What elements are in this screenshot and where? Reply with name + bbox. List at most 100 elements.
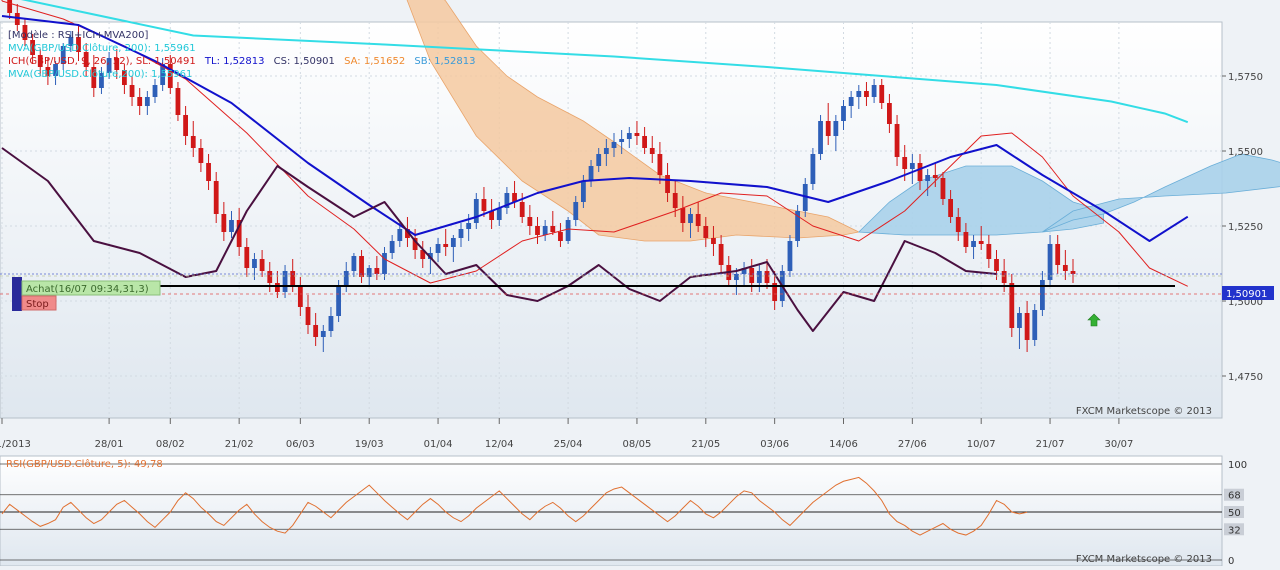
x-tick-label: 21/05 [691,439,720,450]
candle-body [214,181,219,214]
x-tick-label: 06/03 [286,439,315,450]
candle-body [1017,313,1022,328]
candle-body [979,241,984,244]
candle-body [130,85,135,97]
candle-body [1009,283,1014,328]
buy-tag-label: Achat(16/07 09:34,31,3) [26,284,149,295]
candle-body [1055,244,1060,265]
candle-body [627,133,632,139]
candle[interactable] [795,205,800,247]
candle-body [887,103,892,124]
candle-body [964,232,969,247]
candle-body [680,208,685,223]
candle-body [145,97,150,106]
trade-marker-bar [12,277,22,311]
candle-body [719,244,724,265]
x-tick-label: 10/07 [967,439,996,450]
candle-body [520,202,525,217]
x-tick-label: 19/03 [355,439,384,450]
candle-body [352,256,357,271]
candle-body [1040,280,1045,310]
stop-tag-label: Stop [26,299,49,310]
candle-body [558,232,563,241]
candle-body [176,88,181,115]
legend-ich-sa: SA: 1,51652 [344,56,405,67]
legend-ich-prefix: ICH(GBP/USD, 9, 26, 52), SL: 1,50491 [8,56,196,67]
candle-body [765,271,770,283]
y-tick-label: 1,5250 [1228,222,1263,233]
legend-model: [Modèle : RSI+ICI+MVA200] [8,29,148,41]
candle-body [696,214,701,226]
candle-body [527,217,532,226]
x-tick-label: 08/02 [156,439,185,450]
candle-body [573,202,578,220]
candle-body [749,268,754,283]
candle-body [650,148,655,154]
rsi-tick-label: 68 [1228,491,1241,502]
candle-body [635,133,640,136]
candle-body [451,238,456,247]
rsi-tick-label: 0 [1228,556,1234,566]
x-tick-label: 21/07 [1036,439,1065,450]
x-tick-label: 28/01 [95,439,124,450]
candle[interactable] [811,148,816,190]
candle-body [221,214,226,232]
x-tick-label: 08/01/2013 [0,439,31,450]
candle-body [206,163,211,181]
candle[interactable] [566,217,571,244]
candle[interactable] [1009,274,1014,337]
candle-body [711,238,716,244]
rsi-tick-label: 50 [1228,508,1241,519]
x-tick-label: 21/02 [225,439,254,450]
candle-body [7,0,12,13]
current-price-label: 1,50901 [1226,289,1267,300]
x-tick-label: 25/04 [554,439,583,450]
candle-body [566,220,571,241]
x-tick-label: 27/06 [898,439,927,450]
candle-body [1002,271,1007,283]
candle-body [306,307,311,325]
candle-body [902,157,907,169]
rsi-title: RSI(GBP/USD.Clôture, 5): 49,78 [6,458,163,470]
legend-mva-2: MVA(GBP/USD.Clôture,200): 1,55961 [8,68,192,80]
candle-body [910,163,915,169]
candle-body [856,91,861,97]
candle-body [872,85,877,97]
watermark-main: FXCM Marketscope © 2013 [1076,406,1212,417]
candle[interactable] [818,115,823,160]
candle-body [971,241,976,247]
candle-body [260,259,265,271]
rsi-tick-label: 32 [1228,525,1241,536]
candle-body [374,268,379,274]
candle-body [252,259,257,268]
date-axis[interactable]: 08/01/201328/0108/0221/0206/0319/0301/04… [0,418,1133,450]
candle-body [1063,265,1068,271]
candle-body [336,286,341,316]
x-tick-label: 30/07 [1104,439,1133,450]
candle-body [290,271,295,286]
x-tick-label: 03/06 [760,439,789,450]
candle-body [191,136,196,148]
candle-body [543,226,548,235]
rsi-axis[interactable]: 0 32 50 68 100 [1224,460,1247,566]
candle-body [1025,313,1030,340]
candle-body [604,148,609,154]
rsi-tick-label: 100 [1228,460,1247,471]
candle-body [390,241,395,253]
candle-body [734,274,739,280]
candle-body [986,244,991,259]
candle[interactable] [788,235,793,277]
watermark-rsi: FXCM Marketscope © 2013 [1076,554,1212,565]
candle-body [841,106,846,121]
candle-body [612,142,617,148]
candle-body [382,253,387,274]
candle[interactable] [1032,304,1037,346]
candle-body [665,175,670,193]
candle-body [474,199,479,223]
candle-body [443,244,448,247]
candle-body [344,271,349,286]
candle-body [879,85,884,103]
